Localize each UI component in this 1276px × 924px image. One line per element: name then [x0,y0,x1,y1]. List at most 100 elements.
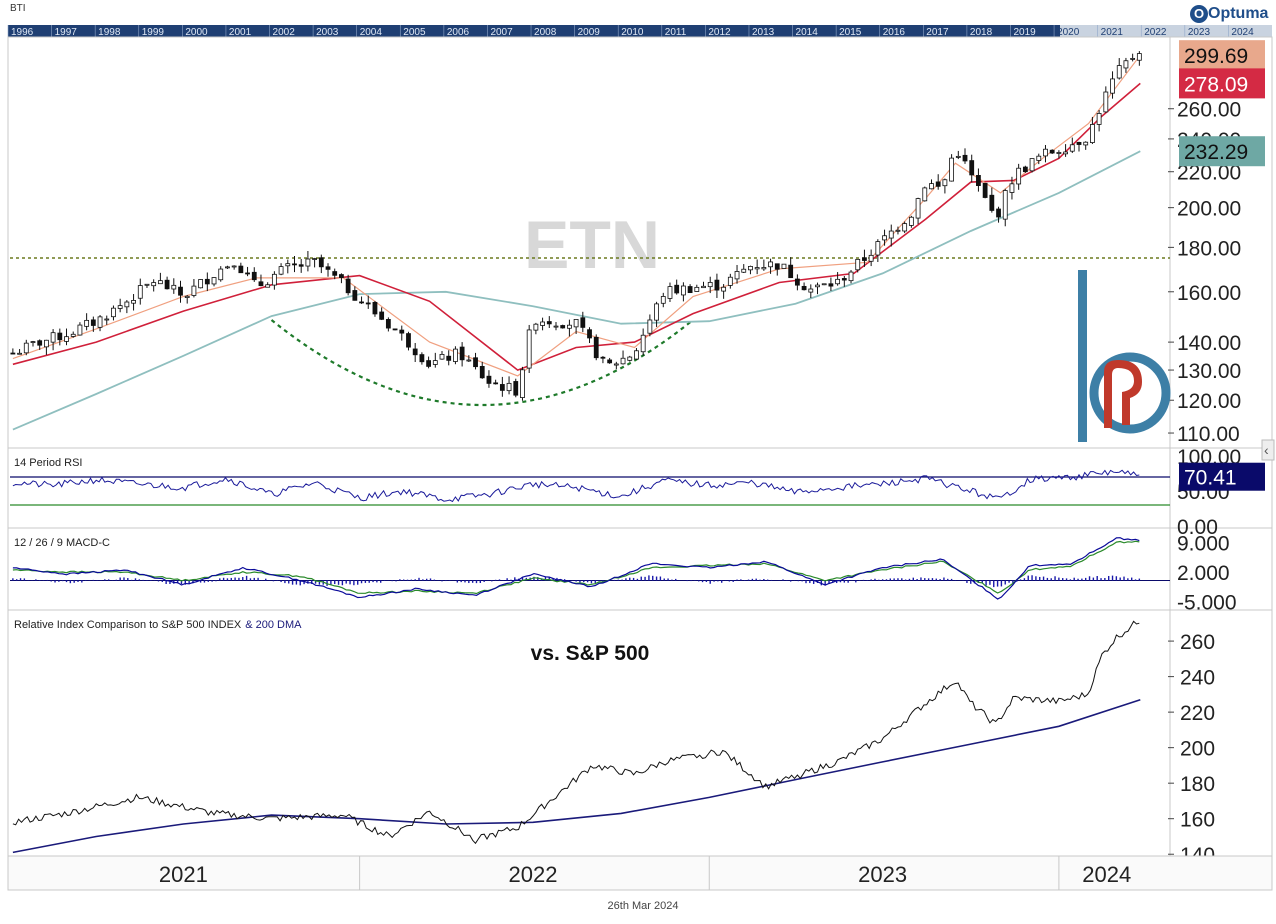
candle-body [339,274,344,278]
candle-body [432,360,438,365]
date-label: 26th Mar 2024 [608,900,679,912]
candle-body [888,230,894,239]
candle-body [1123,60,1129,69]
candle-body [674,284,680,294]
candle-body [640,334,646,353]
timeline-year-label: 2009 [578,27,601,38]
candle-body [305,258,311,267]
candle-body [352,290,358,301]
candle-body [1056,152,1062,154]
candle-body [634,350,639,360]
candle-body [466,359,472,362]
symbol-corner-label: BTI [10,3,26,14]
candle-body [251,271,257,281]
rsi-y-tick-label: 0.00 [1177,516,1218,539]
relative-y-tick-label: 240 [1180,667,1215,690]
candle-body [37,340,43,346]
candle-body [848,271,854,282]
relative-200dma-line [12,698,1141,854]
rsi-value-badge [1179,462,1265,491]
timeline-year-label: 2006 [447,27,470,38]
candle-body [915,198,921,219]
candle-body [868,254,874,262]
candle-body [654,303,659,321]
price-y-tick-label: 160.00 [1177,282,1241,305]
candle-body [493,382,499,385]
candle-body [312,258,318,260]
candle-body [157,280,163,285]
relative-title-suffix: & 200 DMA [245,619,302,631]
candle-body [1009,183,1015,193]
candle-body [882,235,887,241]
timeline-strip[interactable]: 1996 1997 1998 1999 2000 2001 2002 2003 2004 2005… [7,25,1272,38]
candle-body [1110,78,1115,94]
candle-body [385,319,391,329]
candle-body [774,263,780,270]
price-value-badge-label: 232.29 [1184,141,1248,164]
publisher-logo-icon [1078,270,1171,442]
candle-body [325,266,331,270]
ma-mid-line [12,82,1141,372]
candle-body [124,301,130,308]
candle-body [908,216,914,226]
panel-frames [7,36,1273,890]
candle-body [969,160,975,176]
candle-body [935,181,941,187]
candle-body [57,332,63,341]
relative-panel-title: Relative Index Comparison to S&P 500 IND… [14,619,302,631]
candle-body [815,284,820,288]
price-y-tick-label: 200.00 [1177,198,1241,221]
candle-body [10,352,16,355]
candle-body [271,273,277,286]
candle-body [198,279,204,289]
candle-body [727,276,733,286]
rsi-line [12,469,1140,503]
candle-body [238,265,244,274]
candle-body [345,278,351,294]
candle-body [1063,151,1068,155]
candle-body [151,282,157,287]
candle-body [1036,155,1042,161]
price-value-badge-label: 299.69 [1184,45,1248,68]
timeline-year-label: 2023 [1188,27,1211,38]
candle-body [117,305,123,309]
candle-body [520,369,525,398]
candle-body [714,279,720,291]
candle-body [473,357,478,368]
timeline-window[interactable] [1060,25,1272,37]
candle-body [392,328,398,331]
candle-body [137,285,143,299]
candle-body [600,356,606,359]
candle-body [178,286,183,296]
candle-body [218,268,224,281]
optuma-logo-icon: O [1190,5,1208,23]
candle-body [533,323,539,331]
x-axis-year-label: 2021 [159,862,208,887]
ma-short-line [12,54,1141,377]
timeline-year-label: 2001 [229,27,252,38]
candle-body [667,286,673,299]
candle-body [453,348,458,362]
candle-body [292,263,297,266]
timeline-year-label: 2022 [1144,27,1167,38]
candle-body [788,264,794,279]
timeline-year-label: 1997 [55,27,78,38]
candle-body [801,285,807,291]
candle-body [808,288,814,293]
candle-body [721,286,727,292]
candle-body [1090,124,1095,143]
candle-body [50,332,56,343]
panel-scroll-handle[interactable] [1261,439,1275,461]
timeline-year-label: 2018 [970,27,993,38]
candle-body [285,263,291,267]
rounding-bottom-arc [270,319,694,406]
relative-strength-line [12,620,1140,845]
price-value-badge [1179,136,1265,167]
candle-body [513,381,519,396]
price-y-tick-label: 120.00 [1177,390,1241,413]
candle-body [627,356,633,361]
rsi-value-badge-label: 70.41 [1184,467,1237,490]
price-y-tick-label: 260.00 [1177,99,1241,122]
candle-body [593,336,599,359]
